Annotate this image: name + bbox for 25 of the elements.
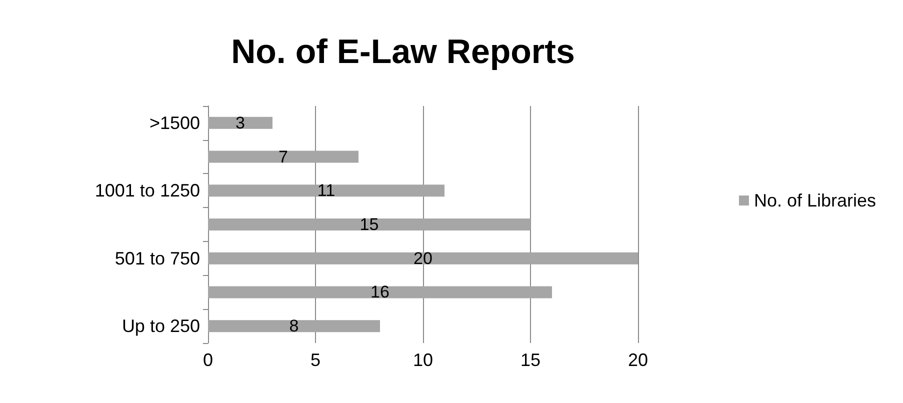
data-label: 8 [289,316,299,336]
data-label: 15 [360,215,379,234]
bar [208,150,358,163]
y-tick-label: 501 to 750 [114,248,200,268]
y-tick-label: 1001 to 1250 [94,180,200,201]
bar [208,184,444,197]
bar [208,252,638,264]
x-tick-label: 5 [310,350,321,370]
x-tick-label: 0 [202,350,214,370]
data-label: 16 [370,282,390,302]
x-tick-label: 10 [412,350,434,370]
bar [208,218,530,230]
y-tick-label: Up to 250 [122,316,200,336]
chart-title: No. of E-Law Reports [231,33,575,71]
x-tick-label: 20 [628,350,648,370]
x-tick-label: 15 [520,350,541,370]
bar [208,116,272,129]
data-label: 11 [317,181,336,200]
legend-label: No. of Libraries [754,190,876,210]
bar [208,320,380,332]
data-label: 7 [278,147,288,166]
data-label: 20 [414,248,432,268]
bar [208,286,552,298]
y-tick-label: >1500 [149,112,200,133]
data-label: 3 [236,113,245,132]
